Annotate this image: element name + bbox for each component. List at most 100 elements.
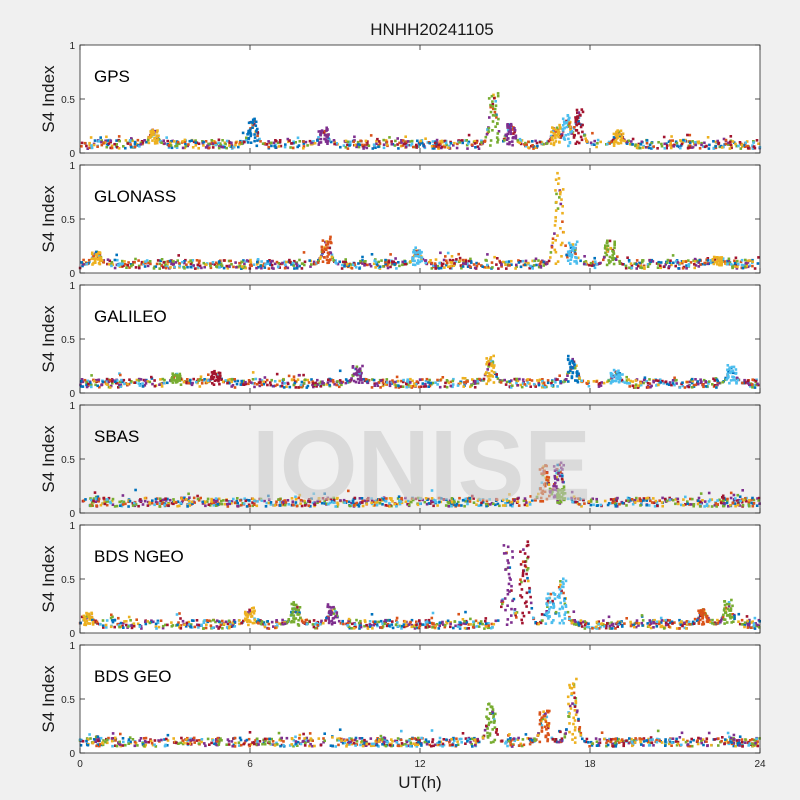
data-point: [741, 504, 745, 507]
data-point: [755, 139, 759, 142]
data-point: [721, 257, 725, 260]
data-point: [397, 261, 400, 264]
data-point: [79, 379, 83, 383]
data-point: [549, 592, 553, 596]
data-point: [559, 380, 562, 383]
data-point: [382, 138, 385, 142]
data-point: [699, 492, 703, 495]
data-point: [741, 381, 744, 385]
data-point: [477, 262, 480, 266]
data-point: [447, 265, 450, 268]
data-point: [95, 378, 98, 382]
data-point: [152, 267, 156, 270]
data-point: [485, 504, 488, 508]
data-point: [595, 380, 598, 383]
data-point: [385, 143, 389, 146]
data-point: [694, 383, 698, 387]
data-point: [707, 380, 711, 383]
data-point: [302, 373, 305, 377]
spike-point: [213, 372, 216, 375]
data-point: [80, 378, 84, 381]
spike-point: [603, 247, 607, 250]
data-point: [746, 382, 750, 385]
spike-point: [157, 134, 160, 137]
data-point: [245, 136, 248, 140]
data-point: [689, 497, 692, 501]
data-point: [384, 504, 388, 507]
data-point: [463, 626, 467, 630]
data-point: [164, 623, 167, 627]
spike-point: [94, 257, 98, 260]
data-point: [464, 259, 468, 263]
data-point: [119, 621, 123, 625]
data-point: [273, 504, 277, 507]
data-point: [278, 622, 281, 625]
spike-point: [611, 258, 615, 262]
spike-point: [325, 128, 329, 132]
data-point: [614, 258, 618, 261]
data-point: [141, 142, 144, 146]
data-point: [654, 501, 657, 504]
data-point: [256, 618, 260, 621]
data-point: [671, 379, 675, 382]
data-point: [443, 385, 447, 388]
data-point: [551, 488, 555, 492]
data-point: [539, 260, 543, 264]
spike-point: [715, 262, 719, 265]
data-point: [240, 379, 243, 383]
data-point: [286, 499, 290, 502]
data-point: [288, 258, 291, 262]
data-point: [353, 263, 356, 267]
data-point: [302, 147, 305, 150]
data-point: [227, 259, 231, 263]
data-point: [440, 497, 443, 500]
data-point: [248, 504, 251, 508]
data-point: [551, 241, 555, 245]
data-point: [476, 145, 480, 148]
data-point: [325, 502, 329, 506]
data-point: [569, 125, 572, 129]
data-point: [294, 498, 298, 501]
data-point: [190, 266, 194, 269]
data-point: [250, 381, 253, 384]
data-point: [547, 483, 551, 486]
spike-point: [554, 209, 558, 212]
data-point: [653, 505, 657, 508]
data-point: [746, 619, 749, 623]
data-point: [241, 265, 244, 268]
data-point: [625, 140, 628, 144]
data-point: [464, 497, 468, 501]
data-point: [266, 260, 269, 263]
data-point: [154, 497, 158, 501]
data-point: [723, 260, 726, 263]
spike-point: [329, 240, 332, 244]
spike-point: [551, 138, 554, 142]
data-point: [79, 383, 82, 387]
data-point: [241, 502, 245, 505]
data-point: [99, 623, 102, 626]
data-point: [241, 131, 245, 135]
data-point: [181, 260, 184, 264]
data-point: [606, 503, 610, 507]
data-point: [331, 379, 335, 382]
data-point: [172, 376, 176, 379]
data-point: [506, 501, 510, 504]
data-point: [107, 262, 111, 266]
data-point: [449, 261, 452, 264]
data-point: [81, 263, 85, 266]
data-point: [716, 499, 719, 502]
data-point: [111, 503, 115, 506]
spike-point: [251, 121, 255, 125]
data-point: [108, 386, 112, 389]
spike-point: [179, 383, 183, 386]
data-point: [219, 499, 223, 503]
data-point: [536, 379, 539, 382]
data-point: [531, 144, 534, 147]
data-point: [641, 146, 645, 149]
data-point: [347, 500, 351, 504]
data-point: [145, 140, 148, 144]
data-point: [643, 267, 646, 270]
data-point: [559, 381, 563, 385]
data-point: [333, 607, 336, 611]
